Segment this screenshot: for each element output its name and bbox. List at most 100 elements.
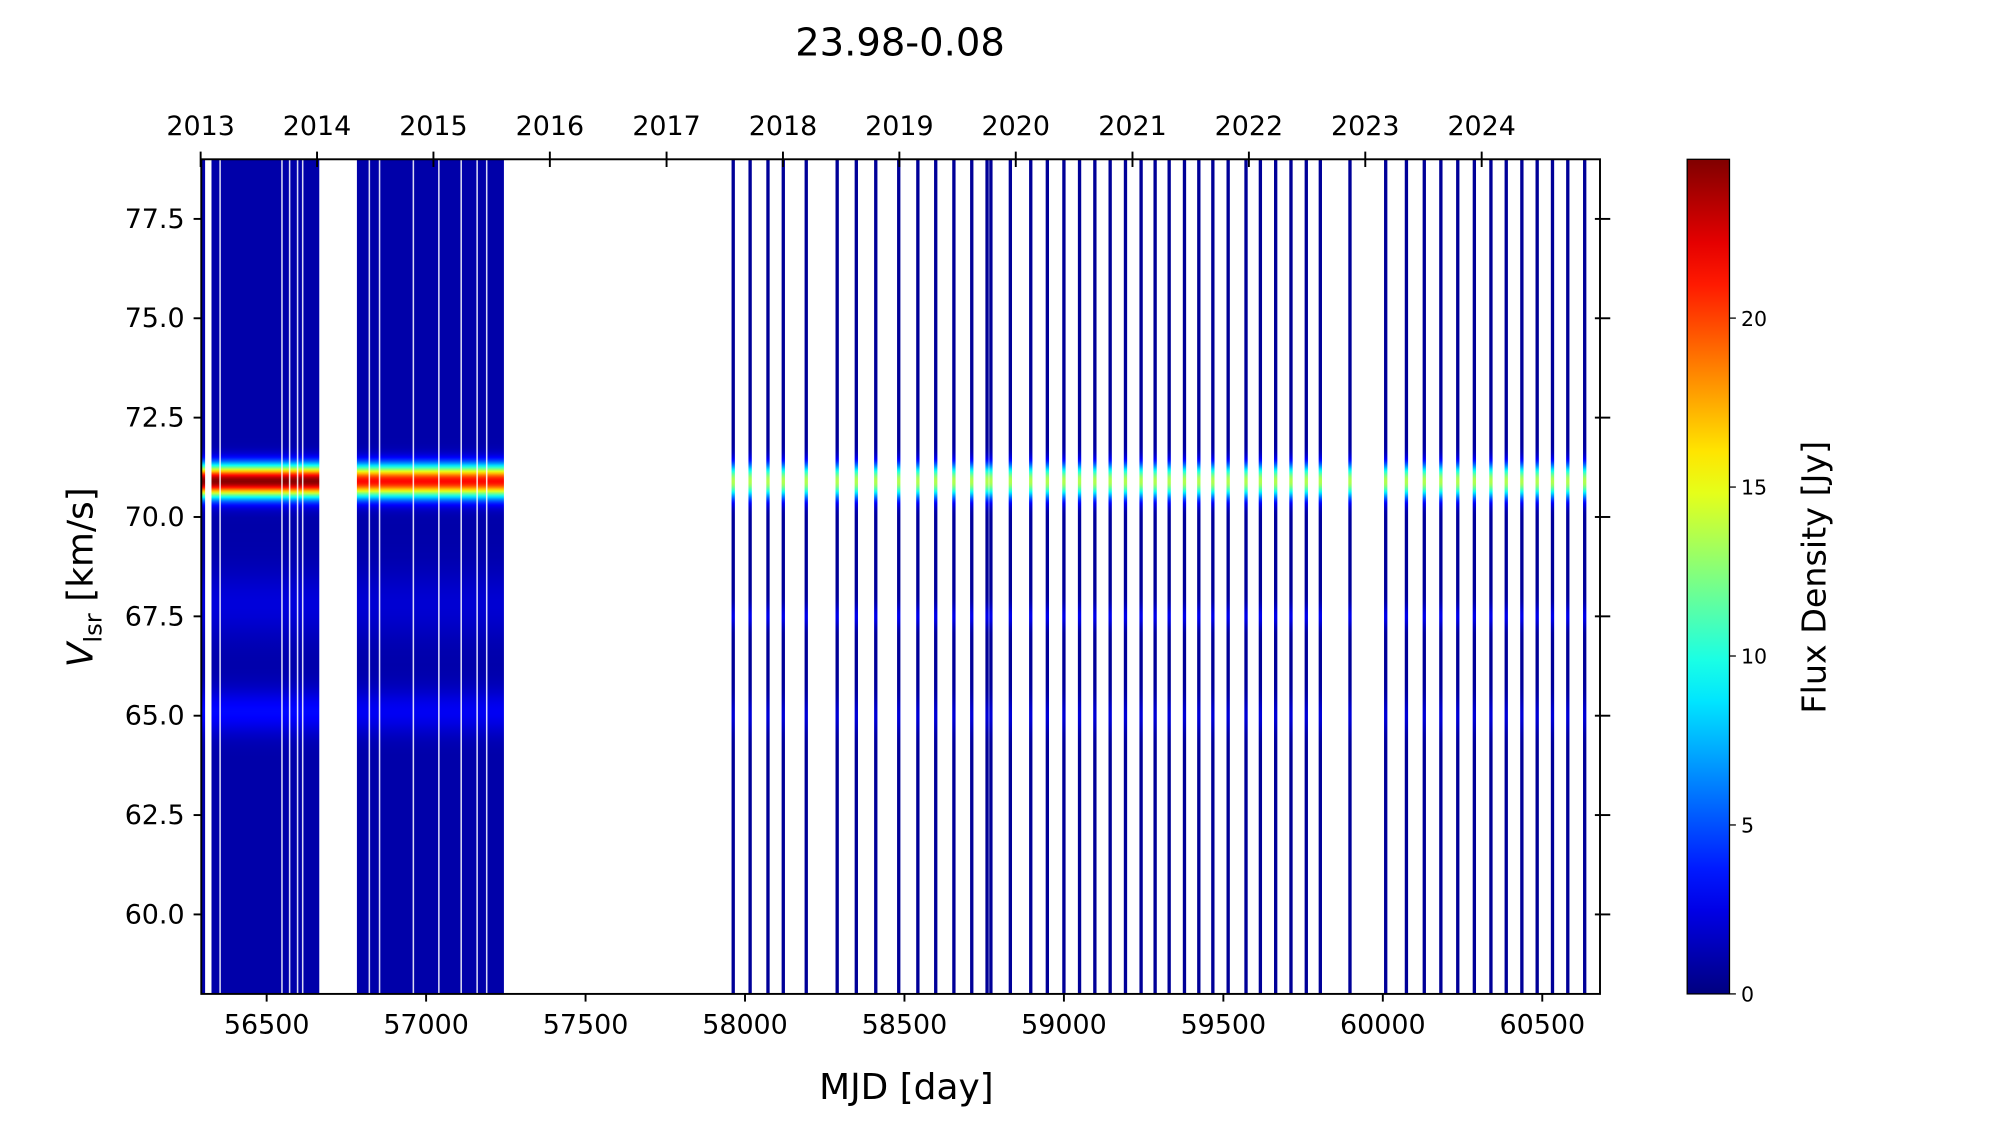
observation-gap: [296, 159, 299, 994]
observation-column: [1520, 159, 1524, 994]
colorbar-tick-label: 20: [1741, 307, 1767, 331]
observation-column: [1197, 159, 1201, 994]
observation-column: [835, 159, 839, 994]
observation-column: [1404, 159, 1409, 994]
observation-column: [1244, 159, 1248, 994]
observation-gap: [460, 159, 462, 994]
colorbar-tick-label: 15: [1741, 476, 1767, 500]
colorbar-label: Flux Density [Jy]: [1795, 441, 1834, 714]
observation-block: [356, 159, 504, 994]
observation-gap: [476, 159, 478, 994]
x-tick-label: 60000: [1340, 1010, 1426, 1041]
observation-column: [916, 159, 920, 994]
observation-column: [1583, 159, 1587, 994]
observation-block: [201, 159, 206, 994]
year-tick-label: 2014: [283, 111, 351, 142]
y-tick-label: 62.5: [125, 800, 185, 831]
observation-column: [854, 159, 858, 994]
y-axis-label: Vlsr [km/s]: [60, 487, 107, 667]
y-tick-label: 60.0: [125, 899, 185, 930]
colorbar-ticks: 0 5 10 15 20: [1729, 307, 1767, 1007]
plot-area: [201, 159, 1587, 994]
colorbar-tick-label: 5: [1741, 814, 1754, 838]
observation-gap: [412, 159, 415, 994]
observation-column: [1062, 159, 1066, 994]
year-tick-label: 2022: [1215, 111, 1283, 142]
y-tick-label: 67.5: [125, 601, 185, 632]
observation-column: [1167, 159, 1171, 994]
observation-column: [985, 159, 989, 994]
observation-column: [1258, 159, 1263, 994]
year-tick-label: 2013: [166, 111, 234, 142]
observation-column: [1550, 159, 1555, 994]
x-tick-label: 58000: [702, 1010, 788, 1041]
plot-frame: [200, 158, 1601, 995]
observation-gap: [438, 159, 440, 994]
observation-column: [897, 159, 901, 994]
observation-gap: [485, 159, 488, 994]
observation-column: [804, 159, 808, 994]
y-tick-label: 72.5: [125, 403, 185, 434]
observation-column: [1504, 159, 1508, 994]
x-tick-label: 60500: [1499, 1010, 1585, 1041]
observation-column: [1318, 159, 1322, 994]
observation-column: [1153, 159, 1157, 994]
y-tick-label: 70.0: [125, 502, 185, 533]
year-tick-label: 2023: [1331, 111, 1399, 142]
x-tick-label: 58500: [862, 1010, 948, 1041]
y-tick-label: 75.0: [125, 303, 185, 334]
observation-column: [1123, 159, 1128, 994]
year-tick-label: 2020: [982, 111, 1050, 142]
observation-column: [748, 159, 752, 994]
observation-column: [1472, 159, 1477, 994]
observation-block: [211, 159, 320, 994]
year-tick-label: 2024: [1447, 111, 1515, 142]
observation-column: [1045, 159, 1050, 994]
observation-column: [970, 159, 974, 994]
observation-column: [952, 159, 956, 994]
observation-column: [1439, 159, 1443, 994]
x-tick-label: 59000: [1021, 1010, 1107, 1041]
observation-column: [766, 159, 770, 994]
chart-title: 23.98-0.08: [795, 20, 1005, 65]
year-tick-label: 2019: [865, 111, 933, 142]
year-tick-label: 2016: [516, 111, 584, 142]
colorbar-tick-label: 0: [1741, 983, 1754, 1007]
observation-column: [1422, 159, 1426, 994]
x-tick-label: 59500: [1181, 1010, 1267, 1041]
observation-column: [1108, 159, 1112, 994]
observation-column: [1535, 159, 1539, 994]
observation-column: [731, 159, 735, 994]
observation-column: [1274, 159, 1278, 994]
x-tick-label: 56500: [224, 1010, 310, 1041]
observation-column: [1489, 159, 1493, 994]
observation-column: [1093, 159, 1097, 994]
observation-column: [1008, 159, 1013, 994]
observation-column: [989, 159, 993, 994]
observation-column: [1348, 159, 1352, 994]
observation-gap: [281, 159, 283, 994]
observation-column: [1182, 159, 1187, 994]
observation-gap: [301, 159, 304, 994]
y-axis: 60.0 62.5 65.0 67.5 70.0 72.5 75.0 77.5: [125, 204, 1611, 930]
observation-column: [1456, 159, 1460, 994]
year-tick-label: 2018: [749, 111, 817, 142]
observation-column: [1566, 159, 1570, 994]
observation-column: [1304, 159, 1308, 994]
year-tick-label: 2021: [1098, 111, 1166, 142]
year-tick-label: 2015: [399, 111, 467, 142]
x-axis-label: MJD [day]: [819, 1067, 994, 1108]
observation-gap: [219, 159, 221, 994]
observation-column: [874, 159, 878, 994]
observation-gap: [378, 159, 381, 994]
x-axis: 56500 57000 57500 58000 58500 59000 59500 60000…: [224, 993, 1585, 1041]
observation-column: [1211, 159, 1215, 994]
year-tick-label: 2017: [632, 111, 700, 142]
observation-column: [1139, 159, 1143, 994]
colorbar: [1686, 158, 1731, 995]
observation-column: [1289, 159, 1293, 994]
observation-gap: [288, 159, 291, 994]
observation-column: [1384, 159, 1388, 994]
observation-column: [1226, 159, 1230, 994]
